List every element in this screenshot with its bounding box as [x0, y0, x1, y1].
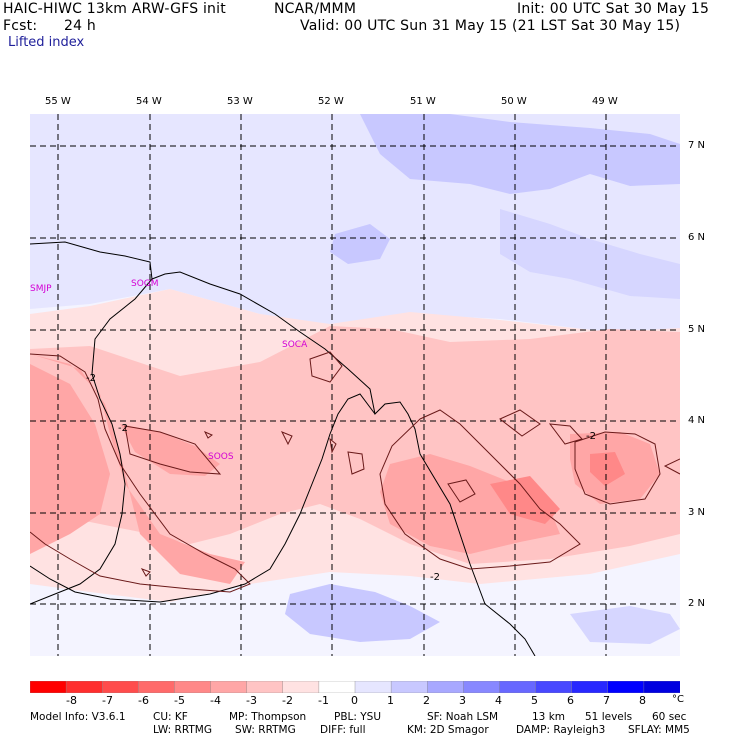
info-sflay: SFLAY: MM5 [628, 724, 690, 736]
info-pbl: PBL: YSU [334, 711, 382, 723]
colorbar-label: -3 [246, 694, 257, 707]
info-sf: SF: Noah LSM [427, 711, 499, 723]
lat-label-3n: 3 N [688, 507, 706, 518]
colorbar-label: -8 [66, 694, 77, 707]
colorbar-swatch [102, 681, 140, 693]
colorbar-label: -5 [174, 694, 185, 707]
colorbar-swatch [318, 681, 356, 693]
stable-patch-east [500, 209, 680, 299]
info-sw: SW: RRTMG [235, 724, 296, 736]
colorbar-swatch [571, 681, 609, 693]
lon-label-52w: 52 W [318, 96, 344, 107]
colorbar-label: 3 [459, 694, 466, 707]
init-time: Init: 00 UTC Sat 30 May 15 [517, 1, 710, 17]
colorbar-label: 6 [567, 694, 574, 707]
colorbar-swatches [30, 681, 680, 693]
colorbar-swatch [282, 681, 320, 693]
lat-label-2n: 2 N [688, 598, 706, 609]
unstable-core-east [590, 452, 625, 486]
colorbar-label: -6 [138, 694, 149, 707]
colorbar-label: 0 [351, 694, 358, 707]
colorbar-swatch [30, 681, 67, 693]
contour-label: -2 [586, 431, 596, 442]
station-sogm: SOGM [131, 279, 159, 289]
stable-patch-southeast [570, 606, 680, 644]
info-mp: MP: Thompson [229, 711, 307, 723]
info-km: KM: 2D Smagor [407, 724, 489, 736]
lon-label-51w: 51 W [410, 96, 436, 107]
unstable-patch-west-a [30, 354, 245, 584]
lon-label-50w: 50 W [501, 96, 527, 107]
colorbar-label: 7 [603, 694, 610, 707]
contour-label: -2 [430, 572, 440, 583]
lon-label-55w: 55 W [45, 96, 71, 107]
colorbar-label: -4 [210, 694, 221, 707]
forecast-hours: 24 h [64, 18, 96, 34]
colorbar-label: 8 [639, 694, 646, 707]
unstable-patch-west-c [120, 424, 220, 476]
colorbar-swatch [390, 681, 428, 693]
info-cu: CU: KF [153, 711, 188, 723]
colorbar [30, 681, 680, 693]
lat-label-6n: 6 N [688, 232, 706, 243]
stable-patch-south [285, 584, 440, 642]
lat-label-7n: 7 N [688, 140, 706, 151]
info-lw: LW: RRTMG [153, 724, 212, 736]
colorbar-swatch [210, 681, 248, 693]
field-name: Lifted index [8, 35, 85, 50]
colorbar-swatch [246, 681, 284, 693]
contour-label: -2 [118, 423, 128, 434]
contour-minus-2 [30, 351, 680, 593]
info-diff: DIFF: full [320, 724, 366, 736]
colorbar-unit: °C [672, 694, 684, 705]
colorbar-swatch [499, 681, 537, 693]
unstable-patch-west-b [30, 364, 110, 554]
station-soca: SOCA [282, 340, 308, 350]
info-levels: 51 levels [585, 711, 633, 723]
colorbar-swatch [535, 681, 573, 693]
colorbar-label: 5 [531, 694, 538, 707]
stable-patch-center [330, 224, 390, 264]
colorbar-swatch [427, 681, 465, 693]
info-version: Model Info: V3.6.1 [30, 711, 126, 723]
info-damp: DAMP: Rayleigh3 [516, 724, 606, 736]
colorbar-swatch [174, 681, 212, 693]
unstable-core-center-south [490, 476, 560, 524]
contour-label: -2 [86, 373, 96, 384]
valid-time: Valid: 00 UTC Sun 31 May 15 (21 LST Sat … [300, 18, 681, 34]
model-title: HAIC-HIWC 13km ARW-GFS init [3, 1, 226, 17]
colorbar-label: -2 [282, 694, 293, 707]
lon-label-54w: 54 W [136, 96, 162, 107]
colorbar-label: 1 [387, 694, 394, 707]
colorbar-label: -1 [318, 694, 329, 707]
lat-label-5n: 5 N [688, 324, 706, 335]
lat-label-4n: 4 N [688, 415, 706, 426]
colorbar-swatch [643, 681, 680, 693]
forecast-label: Fcst: [3, 18, 38, 34]
lon-label-53w: 53 W [227, 96, 253, 107]
info-timestep: 60 sec [652, 711, 687, 723]
colorbar-swatch [463, 681, 501, 693]
station-smjp: SMJP [30, 284, 52, 294]
colorbar-label: -7 [102, 694, 113, 707]
colorbar-swatch [354, 681, 392, 693]
coastline-borders [30, 241, 536, 656]
colorbar-swatch [607, 681, 645, 693]
colorbar-label: 4 [495, 694, 502, 707]
colorbar-swatch [138, 681, 176, 693]
organization-label: NCAR/MMM [274, 1, 357, 17]
lon-label-49w: 49 W [592, 96, 618, 107]
colorbar-label: 2 [423, 694, 430, 707]
lifted-index-map [30, 114, 680, 656]
info-resolution: 13 km [532, 711, 566, 723]
station-soos: SOOS [208, 452, 234, 462]
colorbar-swatch [65, 681, 103, 693]
stable-patch-north [360, 114, 680, 194]
